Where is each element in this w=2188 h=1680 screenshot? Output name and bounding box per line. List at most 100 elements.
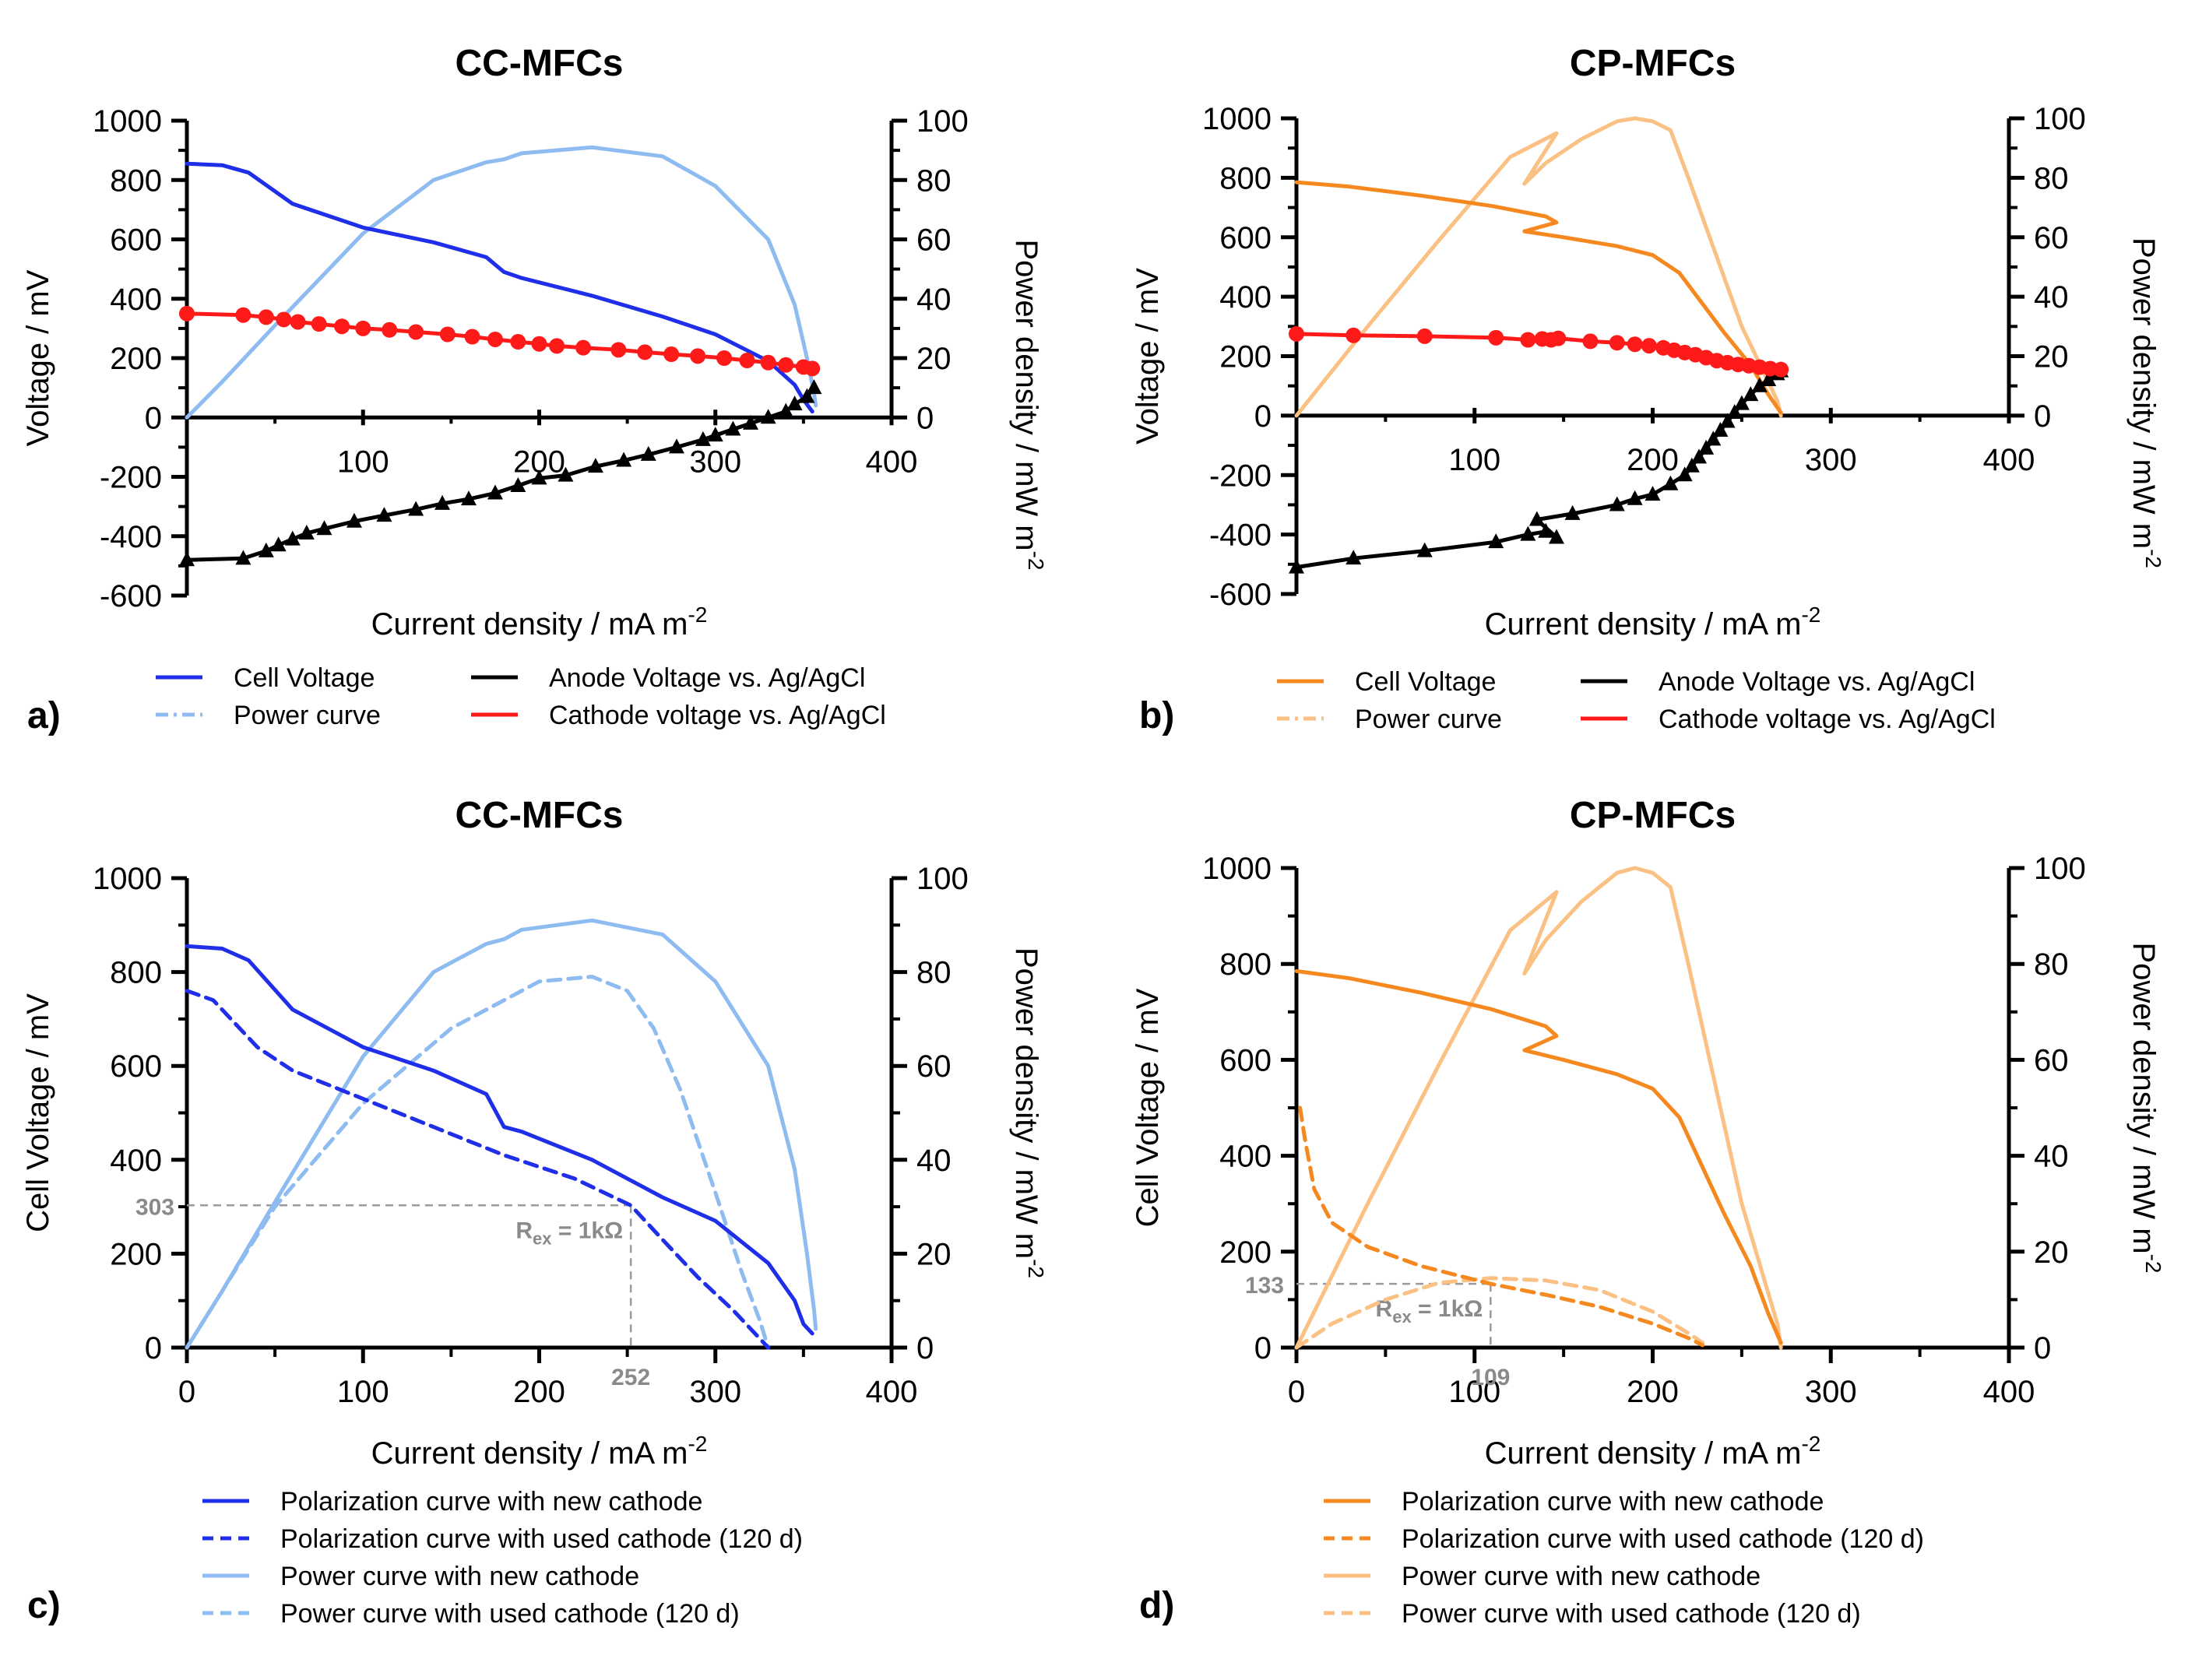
data-point-triangle (1520, 525, 1536, 541)
data-point-triangle (799, 388, 815, 403)
data-point-circle (610, 342, 627, 358)
y-tick-label: 200 (1219, 340, 1272, 374)
chart-title: CP-MFCs (1570, 795, 1736, 836)
x-tick-label: 300 (1805, 443, 1857, 477)
data-point-circle (382, 322, 398, 338)
data-point-triangle (1538, 522, 1554, 538)
data-point-circle (290, 314, 306, 330)
y2-axis-label: Power density / mW m-2 (2126, 943, 2165, 1274)
legend-label: Power curve (1355, 705, 1502, 734)
legend-label: Power curve with new cathode (1402, 1562, 1761, 1591)
data-point-triangle (284, 530, 301, 546)
annotation-rex-label: Rex = 1kΩ (1376, 1296, 1483, 1327)
data-point-triangle (760, 409, 776, 424)
data-point-triangle (376, 507, 392, 522)
data-point-circle (1550, 330, 1567, 346)
series-power-curve-with-new-cathode (1294, 866, 1783, 1350)
data-point-triangle (640, 445, 656, 461)
data-point-triangle (725, 420, 741, 436)
data-point-triangle (1683, 457, 1700, 473)
series-cell-voltage (1294, 180, 1783, 415)
data-point-triangle (695, 431, 711, 446)
legend-label: Polarization curve with used cathode (12… (1402, 1524, 1924, 1554)
y2-tick-label: 40 (2034, 280, 2069, 315)
y-tick-label: 800 (110, 956, 162, 990)
legend: Cell Voltage Power curve Anode Voltage vs.… (1277, 667, 1996, 734)
series-line (185, 145, 818, 420)
series-polarization-curve-with-used-cathode-120-d- (1298, 1105, 1705, 1348)
legend-label: Cell Voltage (234, 663, 375, 693)
y2-axis-label: Power density / mW m-2 (2126, 237, 2165, 568)
annotation-current: 109 (1471, 1365, 1510, 1390)
y-tick-label: 1000 (93, 862, 162, 896)
y-tick-label: -600 (1209, 578, 1272, 612)
x-tick-label: 100 (1448, 1375, 1500, 1409)
data-point-triangle (1761, 371, 1777, 387)
data-point-triangle (778, 402, 794, 418)
y2-tick-label: 60 (2034, 1043, 2069, 1077)
y-axis-label: Cell Voltage / mV (1131, 988, 1165, 1227)
data-point-circle (804, 360, 821, 377)
data-point-circle (1520, 332, 1536, 348)
y-tick-label: 800 (110, 163, 162, 198)
series-line (185, 975, 771, 1350)
x-tick-label: 100 (337, 445, 389, 479)
y2-tick-label: 20 (2034, 340, 2069, 374)
y-axis-label: Voltage / mV (21, 269, 55, 446)
panel-label: b) (1139, 695, 1174, 736)
series-line (185, 989, 771, 1350)
y-tick-label: 600 (110, 223, 162, 258)
annotation-voltage: 133 (1245, 1273, 1284, 1299)
series-cathode-voltage-vs-ag-agcl (179, 305, 821, 377)
data-point-triangle (668, 438, 684, 454)
legend-label: Anode Voltage vs. Ag/AgCl (549, 663, 865, 693)
data-point-triangle (1690, 448, 1707, 464)
series-polarization-curve-with-used-cathode-120-d- (185, 989, 771, 1350)
y-tick-label: 600 (1219, 221, 1272, 255)
data-point-circle (663, 346, 680, 363)
data-point-triangle (1627, 490, 1643, 505)
data-point-triangle (1719, 413, 1736, 428)
data-point-circle (716, 350, 733, 366)
y2-tick-label: 20 (916, 1237, 952, 1271)
series-line (1294, 1276, 1705, 1350)
data-point-triangle (1751, 377, 1768, 392)
legend-label: Power curve with used cathode (120 d) (1402, 1599, 1861, 1629)
y-tick-label: -400 (100, 520, 162, 554)
data-point-triangle (1416, 542, 1433, 557)
legend-label: Power curve (234, 701, 381, 730)
legend-label: Polarization curve with new cathode (280, 1487, 702, 1517)
legend-label: Cell Voltage (1355, 667, 1496, 697)
x-tick-label: 300 (689, 1375, 741, 1409)
series-anode-voltage-vs-ag-agcl (1289, 362, 1789, 574)
y2-tick-label: 100 (2034, 852, 2086, 886)
y2-axis-label: Power density / mW m-2 (1009, 947, 1048, 1278)
data-point-triangle (1676, 466, 1693, 482)
data-point-circle (637, 344, 653, 360)
data-point-triangle (743, 414, 758, 430)
y-tick-label: -200 (1209, 459, 1272, 493)
y2-tick-label: 40 (916, 283, 952, 317)
annotation-rex-label: Rex = 1kΩ (515, 1218, 623, 1248)
data-point-triangle (270, 536, 287, 552)
y2-tick-label: 60 (916, 223, 952, 258)
chart-title: CP-MFCs (1570, 43, 1736, 84)
y-tick-label: 200 (110, 1237, 162, 1271)
y2-tick-label: 100 (2034, 102, 2086, 136)
y2-tick-label: 80 (2034, 947, 2069, 982)
data-point-circle (408, 324, 424, 340)
data-point-circle (487, 331, 503, 347)
legend-label: Cathode voltage vs. Ag/AgCl (549, 701, 886, 730)
y-tick-label: 400 (1219, 280, 1272, 315)
data-point-triangle (1705, 431, 1722, 446)
series-cell-voltage (185, 161, 814, 414)
data-point-triangle (806, 379, 822, 395)
x-tick-label: 400 (1983, 443, 2035, 477)
legend: Polarization curve with new cathode Polar… (202, 1487, 803, 1629)
data-point-triangle (1743, 386, 1759, 402)
series-line (1294, 116, 1783, 418)
data-point-circle (1641, 338, 1657, 354)
